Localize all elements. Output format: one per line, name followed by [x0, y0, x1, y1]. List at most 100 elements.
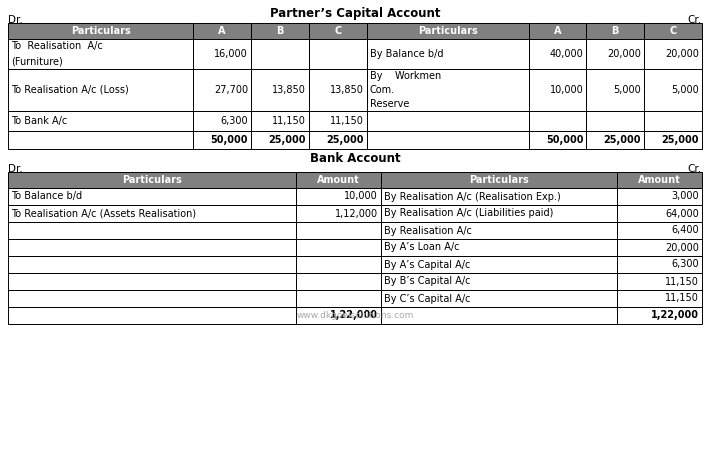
Text: 20,000: 20,000 — [607, 49, 641, 59]
Text: By A’s Loan A/c: By A’s Loan A/c — [384, 243, 459, 253]
Text: C: C — [334, 26, 342, 36]
Bar — [644, 111, 702, 131]
Text: 10,000: 10,000 — [550, 85, 584, 95]
Bar — [381, 222, 617, 239]
Bar — [644, 39, 702, 69]
Text: 13,850: 13,850 — [272, 85, 306, 95]
Bar — [617, 222, 702, 239]
Bar — [193, 39, 251, 69]
Bar — [381, 273, 617, 290]
Text: B: B — [611, 26, 619, 36]
Bar — [296, 188, 381, 205]
Text: 1,12,000: 1,12,000 — [335, 208, 378, 218]
Text: Particulars: Particulars — [71, 26, 131, 36]
Text: Com.: Com. — [370, 85, 395, 95]
Bar — [8, 39, 193, 69]
Bar — [8, 222, 296, 239]
Bar — [617, 256, 702, 273]
Bar — [366, 23, 528, 39]
Bar — [586, 23, 644, 39]
Text: Dr.: Dr. — [8, 15, 23, 25]
Text: Amount: Amount — [317, 175, 360, 185]
Text: C: C — [670, 26, 677, 36]
Bar — [8, 69, 193, 111]
Text: 6,400: 6,400 — [672, 226, 699, 236]
Bar — [296, 307, 381, 324]
Text: By B’s Capital A/c: By B’s Capital A/c — [384, 277, 471, 287]
Text: (Furniture): (Furniture) — [11, 56, 62, 66]
Text: 5,000: 5,000 — [671, 85, 699, 95]
Bar — [586, 69, 644, 111]
Bar — [309, 23, 366, 39]
Text: By    Workmen: By Workmen — [370, 71, 441, 81]
Text: Particulars: Particulars — [469, 175, 529, 185]
Bar — [644, 131, 702, 149]
Text: 50,000: 50,000 — [210, 135, 248, 145]
Bar — [381, 256, 617, 273]
Text: Amount: Amount — [638, 175, 681, 185]
Bar — [617, 273, 702, 290]
Text: By C’s Capital A/c: By C’s Capital A/c — [384, 293, 471, 303]
Text: 27,700: 27,700 — [214, 85, 248, 95]
Text: 11,150: 11,150 — [665, 293, 699, 303]
Bar — [8, 307, 296, 324]
Text: Bank Account: Bank Account — [310, 152, 400, 165]
Bar — [296, 273, 381, 290]
Bar — [296, 239, 381, 256]
Bar — [8, 256, 296, 273]
Text: 5,000: 5,000 — [613, 85, 641, 95]
Text: To Realisation A/c (Loss): To Realisation A/c (Loss) — [11, 85, 129, 95]
Bar — [586, 111, 644, 131]
Bar — [381, 239, 617, 256]
Text: 20,000: 20,000 — [665, 49, 699, 59]
Text: Cr.: Cr. — [688, 164, 702, 174]
Bar — [8, 239, 296, 256]
Text: www.dkgoelsolutions.com: www.dkgoelsolutions.com — [296, 311, 414, 320]
Text: 1,22,000: 1,22,000 — [330, 310, 378, 320]
Bar — [381, 172, 617, 188]
Bar — [381, 290, 617, 307]
Bar — [296, 172, 381, 188]
Bar — [366, 111, 528, 131]
Text: 50,000: 50,000 — [546, 135, 584, 145]
Text: 13,850: 13,850 — [329, 85, 364, 95]
Text: Particulars: Particulars — [122, 175, 182, 185]
Text: 25,000: 25,000 — [662, 135, 699, 145]
Text: 25,000: 25,000 — [268, 135, 306, 145]
Bar — [586, 39, 644, 69]
Bar — [251, 23, 309, 39]
Bar — [296, 256, 381, 273]
Bar — [193, 23, 251, 39]
Bar — [8, 205, 296, 222]
Text: To Realisation A/c (Assets Realisation): To Realisation A/c (Assets Realisation) — [11, 208, 196, 218]
Bar — [528, 39, 586, 69]
Bar — [617, 239, 702, 256]
Text: To Bank A/c: To Bank A/c — [11, 116, 67, 126]
Bar — [586, 131, 644, 149]
Bar — [8, 131, 193, 149]
Text: By Realisation A/c (Liabilities paid): By Realisation A/c (Liabilities paid) — [384, 208, 554, 218]
Bar — [251, 131, 309, 149]
Text: To Balance b/d: To Balance b/d — [11, 192, 82, 202]
Bar — [528, 23, 586, 39]
Text: Partner’s Capital Account: Partner’s Capital Account — [270, 7, 440, 20]
Text: 25,000: 25,000 — [326, 135, 364, 145]
Bar — [296, 290, 381, 307]
Text: To  Realisation  A/c: To Realisation A/c — [11, 41, 103, 51]
Text: 6,300: 6,300 — [672, 259, 699, 269]
Bar — [193, 111, 251, 131]
Text: By Balance b/d: By Balance b/d — [370, 49, 443, 59]
Bar — [251, 69, 309, 111]
Bar — [528, 111, 586, 131]
Bar — [381, 188, 617, 205]
Text: By Realisation A/c: By Realisation A/c — [384, 226, 472, 236]
Bar — [8, 23, 193, 39]
Bar — [617, 205, 702, 222]
Bar — [193, 69, 251, 111]
Text: A: A — [218, 26, 226, 36]
Bar — [617, 188, 702, 205]
Bar — [366, 39, 528, 69]
Text: Reserve: Reserve — [370, 99, 409, 109]
Bar — [381, 205, 617, 222]
Text: 40,000: 40,000 — [550, 49, 584, 59]
